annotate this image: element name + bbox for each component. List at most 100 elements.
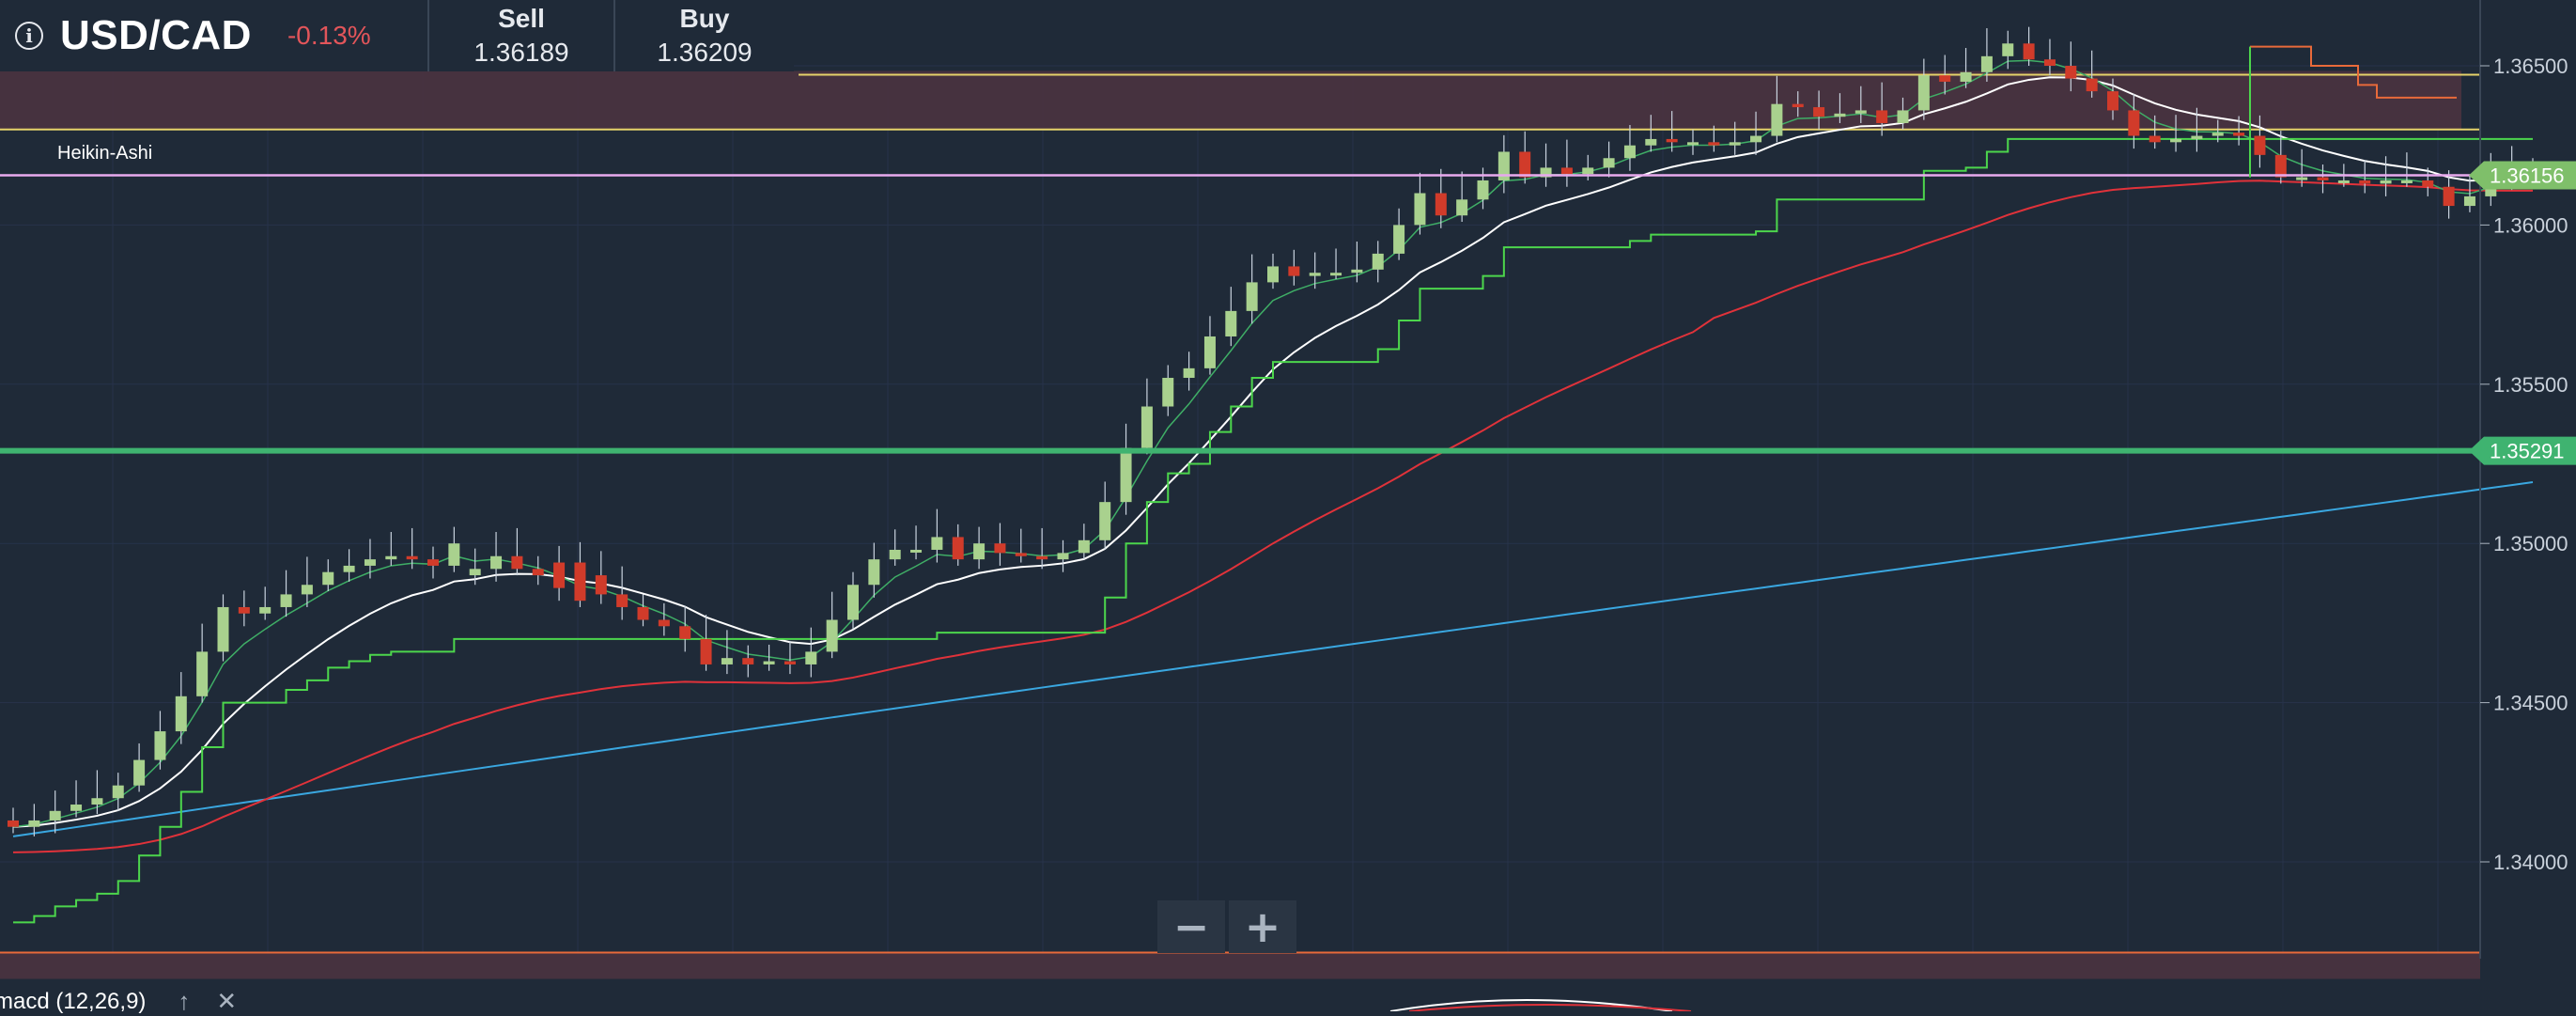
- candle-body: [448, 543, 460, 566]
- close-icon[interactable]: ✕: [216, 987, 238, 1015]
- y-tick-label: 1.35000: [2493, 532, 2568, 555]
- candle-body: [2463, 195, 2475, 207]
- candle-body: [2443, 186, 2455, 207]
- candle-body: [2170, 138, 2182, 143]
- candle-body: [952, 537, 964, 560]
- candle-body: [1519, 151, 1531, 178]
- candle-body: [1603, 158, 1615, 168]
- y-tick-label: 1.34500: [2493, 692, 2568, 715]
- sell-label: Sell: [498, 4, 545, 33]
- candle-body: [889, 549, 901, 560]
- candle-body: [2274, 154, 2287, 178]
- candle-body: [1897, 110, 1909, 123]
- candle-body: [1939, 75, 1951, 82]
- candle-body: [1792, 103, 1804, 108]
- candle-body: [1372, 253, 1384, 270]
- candle-body: [2107, 91, 2118, 111]
- candle-body: [1414, 193, 1426, 226]
- candle-body: [1560, 167, 1573, 175]
- candle-body: [595, 575, 607, 595]
- zoom-out-button[interactable]: −: [1157, 900, 1225, 953]
- candle-body: [133, 759, 146, 786]
- candle-body: [49, 810, 61, 821]
- candle-body: [1036, 555, 1048, 560]
- candle-body: [1582, 167, 1594, 175]
- candle-body: [1435, 193, 1447, 216]
- candle-body: [1750, 135, 1762, 143]
- zoom-controls: − +: [1157, 900, 1296, 953]
- candle-body: [1456, 199, 1468, 216]
- y-tick-label: 1.36000: [2493, 213, 2568, 237]
- macd-label: macd (12,26,9): [0, 988, 147, 1014]
- candle-body: [2254, 135, 2266, 155]
- support-level-tag: 1.35291: [2490, 440, 2565, 463]
- candle-body: [2296, 177, 2308, 180]
- candle-body: [2002, 43, 2014, 56]
- symbol-name: USD/CAD: [60, 12, 252, 58]
- candle-body: [1687, 142, 1699, 146]
- candle-body: [1162, 378, 1174, 407]
- candle-body: [196, 651, 209, 696]
- symbol-block: i USD/CAD -0.13%: [0, 0, 429, 71]
- candle-body: [742, 658, 754, 664]
- sell-price: 1.36189: [473, 38, 569, 67]
- candle-body: [385, 555, 397, 560]
- y-tick-label: 1.36500: [2493, 55, 2568, 78]
- sma-long-line: [12, 481, 2534, 837]
- candle-body: [1729, 142, 1741, 146]
- candle-body: [2023, 43, 2035, 60]
- candle-body: [1813, 107, 1825, 117]
- candle-body: [2359, 180, 2371, 184]
- candle-body: [1203, 336, 1216, 368]
- candle-body: [700, 638, 712, 664]
- buy-price: 1.36209: [657, 38, 753, 67]
- candle-body: [1477, 180, 1489, 200]
- candle-body: [784, 661, 796, 664]
- arrow-up-icon[interactable]: ↑: [178, 987, 191, 1015]
- candle-body: [1015, 553, 1027, 556]
- candle-body: [364, 559, 376, 566]
- candle-body: [2191, 135, 2203, 139]
- candle-body: [1917, 75, 1930, 111]
- candle-body: [1120, 447, 1132, 503]
- candle-body: [1267, 266, 1279, 283]
- candle-body: [238, 606, 250, 614]
- sell-button[interactable]: Sell 1.36189: [429, 0, 615, 71]
- ema-slow-line: [12, 180, 2534, 853]
- candle-body: [1351, 269, 1363, 274]
- orange-level-line: [2250, 45, 2457, 99]
- daily-change: -0.13%: [287, 21, 371, 50]
- candle-body: [1246, 282, 1258, 311]
- candle-body: [1771, 103, 1783, 136]
- instrument-header: i USD/CAD -0.13% Sell 1.36189 Buy 1.3620…: [0, 0, 794, 71]
- candle-body: [679, 626, 691, 639]
- chart-style-label: Heikin-Ashi: [57, 143, 153, 164]
- candle-body: [2128, 110, 2140, 136]
- candle-body: [1980, 55, 1993, 72]
- candle-body: [154, 731, 166, 760]
- candle-body: [2086, 78, 2098, 92]
- candle-body: [2233, 133, 2245, 136]
- candle-body: [322, 571, 334, 586]
- info-circle-icon[interactable]: i: [15, 22, 43, 50]
- zoom-in-button[interactable]: +: [1229, 900, 1296, 953]
- buy-button[interactable]: Buy 1.36209: [615, 0, 794, 71]
- candle-body: [2337, 180, 2350, 183]
- candle-body: [1141, 406, 1153, 448]
- candle-body: [2317, 177, 2329, 180]
- candle-body: [805, 651, 817, 664]
- candle-body: [1288, 266, 1300, 276]
- candle-body: [847, 585, 859, 620]
- candle-body: [2211, 133, 2224, 136]
- candle-body: [175, 696, 187, 732]
- current-price-tag: 1.36156: [2490, 164, 2565, 188]
- candle-body: [1645, 138, 1657, 146]
- candle-body: [1099, 502, 1111, 540]
- y-tick-label: 1.35500: [2493, 373, 2568, 397]
- macd-pane-header: macd (12,26,9) ↑ ✕: [0, 987, 237, 1016]
- bottom-zone: [0, 952, 2480, 979]
- candle-body: [1834, 113, 1846, 117]
- buy-label: Buy: [679, 4, 730, 33]
- candle-body: [1708, 142, 1720, 146]
